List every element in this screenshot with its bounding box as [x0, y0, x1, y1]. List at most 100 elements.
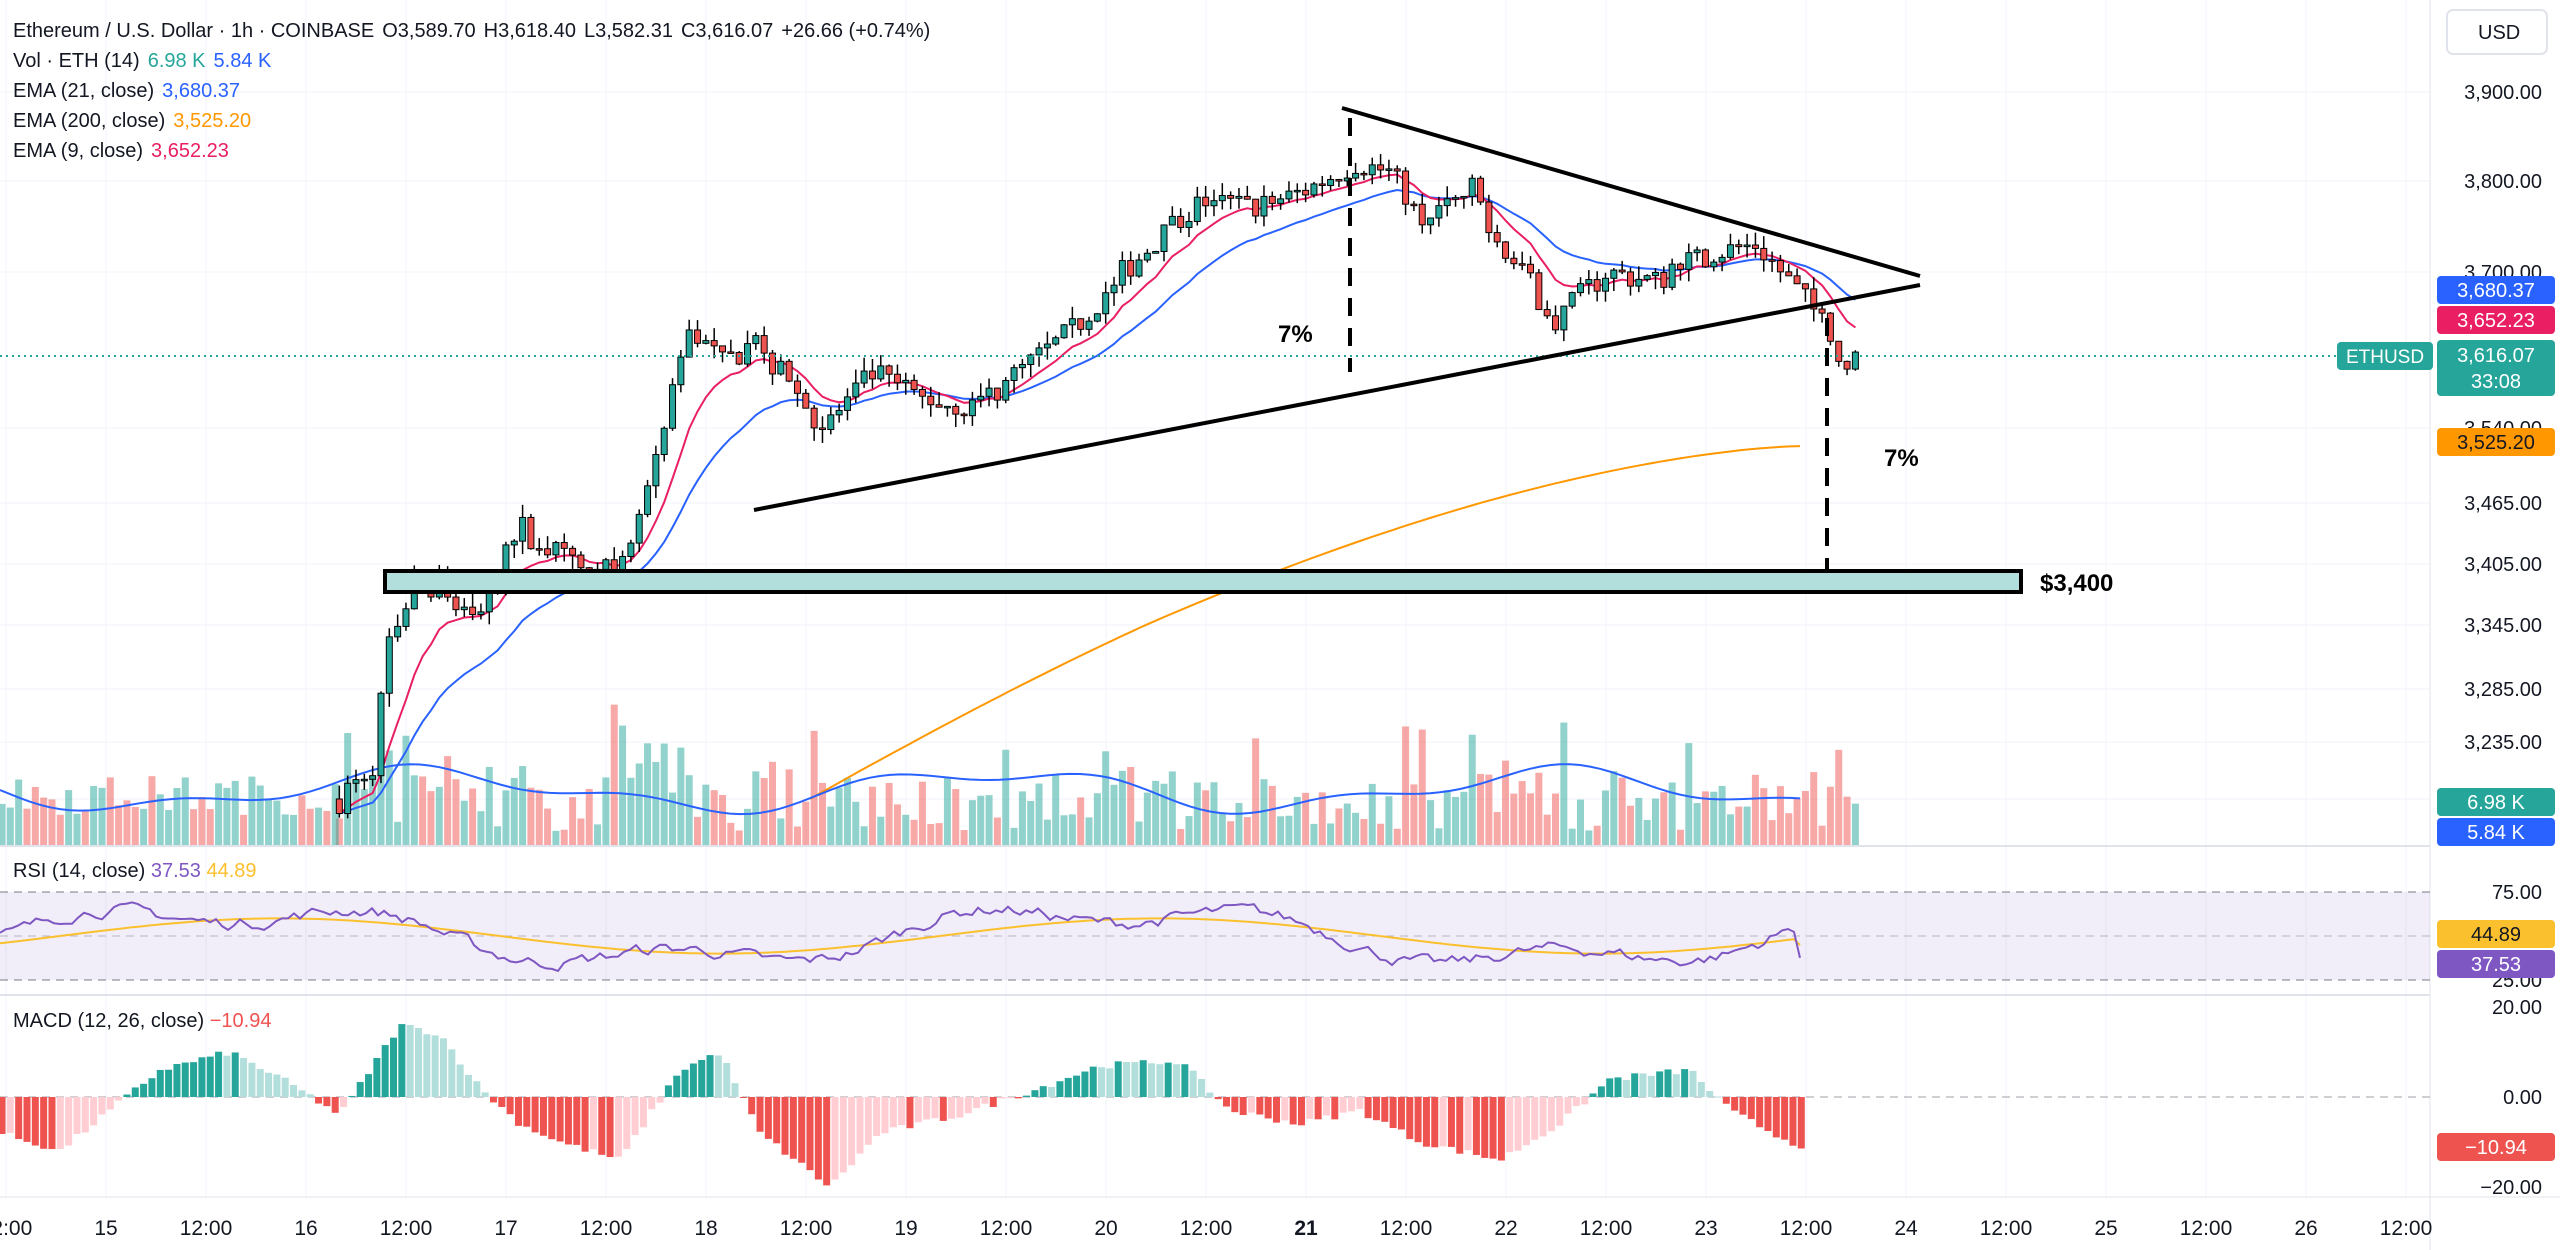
candle-body[interactable]: [1068, 318, 1076, 326]
candle-body[interactable]: [1043, 343, 1051, 349]
candle-body[interactable]: [677, 356, 685, 386]
candle-body[interactable]: [760, 335, 768, 354]
candle-body[interactable]: [1035, 347, 1043, 356]
candle-body[interactable]: [1685, 252, 1693, 270]
candle-body[interactable]: [1726, 244, 1734, 258]
candle-body[interactable]: [1427, 217, 1435, 226]
candle-body[interactable]: [1477, 177, 1485, 203]
candle-body[interactable]: [985, 387, 993, 397]
candle-body[interactable]: [660, 427, 668, 456]
candle-body[interactable]: [485, 592, 493, 613]
candle-body[interactable]: [1535, 272, 1543, 311]
ema9-legend[interactable]: EMA (9, close) 3,652.23: [13, 136, 938, 166]
candle-body[interactable]: [702, 340, 710, 344]
candle-body[interactable]: [1610, 269, 1618, 279]
candle-body[interactable]: [1102, 292, 1110, 315]
candle-body[interactable]: [1618, 269, 1626, 273]
candle-body[interactable]: [1601, 277, 1609, 292]
candle-body[interactable]: [1227, 195, 1235, 199]
candle-body[interactable]: [1452, 197, 1460, 200]
candle-body[interactable]: [1152, 251, 1160, 254]
candle-body[interactable]: [1701, 249, 1709, 268]
candle-body[interactable]: [1185, 220, 1193, 228]
candle-body[interactable]: [1202, 196, 1210, 207]
candle-body[interactable]: [960, 413, 968, 417]
candle-body[interactable]: [544, 548, 552, 556]
candle-body[interactable]: [552, 542, 560, 556]
candle-body[interactable]: [1801, 283, 1809, 290]
candle-body[interactable]: [1027, 354, 1035, 366]
candle-body[interactable]: [627, 542, 635, 558]
triangle-lower-trendline[interactable]: [753, 283, 1921, 512]
candle-body[interactable]: [1093, 313, 1101, 322]
candle-body[interactable]: [1010, 367, 1018, 381]
candle-body[interactable]: [1643, 275, 1651, 280]
candle-body[interactable]: [1577, 283, 1585, 294]
candle-body[interactable]: [344, 782, 352, 815]
candle-body[interactable]: [1385, 168, 1393, 171]
candle-body[interactable]: [1835, 340, 1843, 362]
candle-body[interactable]: [768, 352, 776, 375]
candle-body[interactable]: [469, 606, 477, 615]
candle-body[interactable]: [644, 485, 652, 515]
candle-body[interactable]: [977, 395, 985, 401]
candle-body[interactable]: [452, 596, 460, 611]
candle-body[interactable]: [927, 395, 935, 406]
candle-body[interactable]: [519, 516, 527, 542]
candle-body[interactable]: [1210, 200, 1218, 207]
candle-body[interactable]: [1318, 183, 1326, 186]
candle-body[interactable]: [1018, 364, 1026, 369]
candle-body[interactable]: [902, 379, 910, 384]
candle-body[interactable]: [1768, 259, 1776, 262]
candle-body[interactable]: [1460, 195, 1468, 199]
candle-body[interactable]: [1293, 189, 1301, 193]
candle-body[interactable]: [1718, 256, 1726, 263]
symbol-title[interactable]: Ethereum / U.S. Dollar · 1h · COINBASE: [13, 20, 375, 42]
rsi-pane[interactable]: [0, 901, 1801, 973]
candle-body[interactable]: [1193, 196, 1201, 222]
ema200-legend[interactable]: EMA (200, close) 3,525.20: [13, 106, 938, 136]
candle-body[interactable]: [1110, 284, 1118, 294]
candle-body[interactable]: [893, 373, 901, 384]
candle-body[interactable]: [1302, 189, 1310, 196]
candle-body[interactable]: [352, 779, 360, 784]
macd-pane[interactable]: [0, 1024, 1805, 1186]
time-axis[interactable]: 12:00 15 12:00 16 12:00 17 12:00 18 12:00 19 12:00…: [0, 1217, 2432, 1240]
candle-body[interactable]: [1402, 170, 1410, 205]
candle-body[interactable]: [1751, 244, 1759, 249]
candle-body[interactable]: [1393, 168, 1401, 172]
ema200-line[interactable]: [809, 445, 1801, 800]
candle-body[interactable]: [577, 554, 585, 569]
candle-body[interactable]: [1710, 261, 1718, 268]
candle-body[interactable]: [1585, 279, 1593, 285]
candle-body[interactable]: [385, 636, 393, 694]
candle-body[interactable]: [1560, 305, 1568, 331]
candle-body[interactable]: [1626, 271, 1634, 287]
candle-body[interactable]: [402, 608, 410, 627]
ema21-legend[interactable]: EMA (21, close) 3,680.37: [13, 76, 938, 106]
candle-body[interactable]: [1593, 279, 1601, 292]
candle-body[interactable]: [1527, 263, 1535, 274]
candle-body[interactable]: [1510, 257, 1518, 265]
candle-body[interactable]: [1543, 309, 1551, 317]
candle-body[interactable]: [1143, 252, 1151, 261]
candle-body[interactable]: [1218, 195, 1226, 202]
candle-body[interactable]: [810, 407, 818, 429]
candle-body[interactable]: [602, 559, 610, 570]
candle-body[interactable]: [335, 798, 343, 815]
candle-body[interactable]: [1268, 195, 1276, 204]
candle-body[interactable]: [1352, 172, 1360, 179]
candle-body[interactable]: [877, 365, 885, 380]
candle-body[interactable]: [744, 343, 752, 365]
candle-body[interactable]: [935, 404, 943, 408]
currency-button[interactable]: [2446, 9, 2548, 55]
candle-body[interactable]: [1002, 379, 1010, 401]
candle-body[interactable]: [1676, 263, 1684, 270]
candle-body[interactable]: [394, 625, 402, 638]
candle-body[interactable]: [910, 379, 918, 390]
candle-body[interactable]: [1552, 315, 1560, 331]
candle-body[interactable]: [1310, 183, 1318, 196]
candle-body[interactable]: [685, 329, 693, 358]
candle-body[interactable]: [1785, 271, 1793, 277]
candle-body[interactable]: [993, 387, 1001, 401]
